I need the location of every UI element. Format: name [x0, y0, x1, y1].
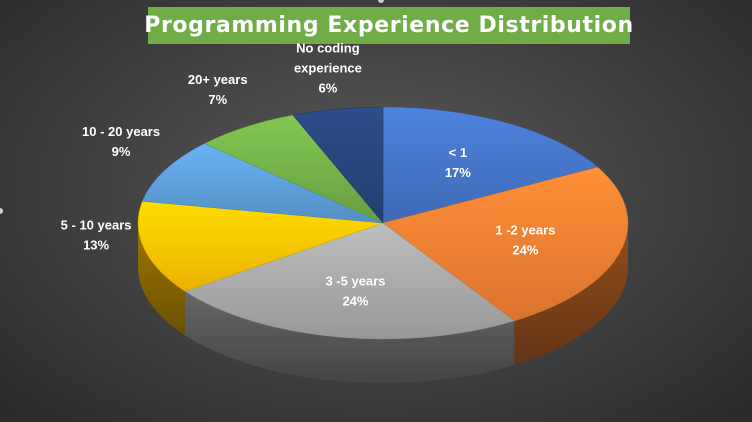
data-label-20-years: 20+ years 7%: [188, 72, 248, 107]
data-label-category: < 1: [449, 145, 467, 160]
data-label-1: < 117%: [445, 145, 471, 180]
pie-side-3-5-years: [184, 291, 515, 384]
data-label-category: experience: [294, 60, 362, 75]
data-label-percent: 9%: [112, 144, 131, 159]
data-label-percent: 24%: [342, 293, 368, 308]
pie-slice-no-coding-experience[interactable]: [292, 106, 384, 224]
data-label-percent: 24%: [512, 242, 538, 257]
data-label-percent: 13%: [83, 237, 109, 252]
selection-handle-left[interactable]: [0, 208, 3, 214]
pie-slice-3-5-years[interactable]: [184, 222, 515, 340]
data-label-category: 3 -5 years: [325, 273, 385, 288]
data-label-5-10-years: 5 - 10 years 13%: [61, 217, 132, 252]
data-label-category: 5 - 10 years: [61, 217, 132, 232]
pie-side-5-10-years: [138, 223, 185, 336]
pie-slice-1[interactable]: [382, 106, 599, 224]
pie-slice-10-20-years[interactable]: [141, 143, 384, 224]
pie-slices: [137, 106, 629, 340]
chart-title-box: Programming Experience Distribution: [144, 7, 633, 44]
pie-side-1-2-years: [514, 223, 628, 365]
data-label-percent: 7%: [208, 92, 227, 107]
data-label-category: 1 -2 years: [495, 222, 555, 237]
data-label-category: 20+ years: [188, 72, 248, 87]
pie-slice-5-10-years[interactable]: [137, 200, 384, 292]
chart-title: Programming Experience Distribution: [144, 13, 634, 38]
data-label-no-coding-experience: No coding experience 6%: [294, 40, 362, 95]
data-label-10-20-years: 10 - 20 years 9%: [82, 124, 160, 159]
data-label-3-5-years: 3 -5 years 24%: [325, 273, 385, 308]
data-label-category: No coding: [296, 40, 360, 55]
pie-slice-20-years[interactable]: [203, 114, 384, 224]
selection-handle-top[interactable]: [378, 0, 384, 3]
data-label-category: 10 - 20 years: [82, 124, 160, 139]
data-label-1-2-years: 1 -2 years 24%: [495, 222, 555, 257]
pie-slice-1-2-years[interactable]: [382, 166, 629, 322]
data-label-percent: 17%: [445, 165, 471, 180]
pie-sides: [138, 223, 628, 384]
data-label-percent: 6%: [319, 80, 338, 95]
